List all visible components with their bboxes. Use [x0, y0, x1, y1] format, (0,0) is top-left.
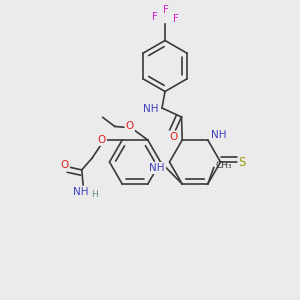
Text: NH: NH	[211, 130, 227, 140]
Text: O: O	[169, 131, 177, 142]
Text: NH: NH	[73, 187, 88, 197]
Text: O: O	[98, 135, 106, 145]
Text: CH₃: CH₃	[215, 161, 232, 170]
Text: NH: NH	[143, 104, 159, 115]
Text: F: F	[152, 11, 158, 22]
Text: O: O	[61, 160, 69, 170]
Text: S: S	[239, 155, 246, 169]
Text: O: O	[126, 122, 134, 131]
Text: F: F	[172, 14, 178, 24]
Text: F: F	[163, 4, 169, 15]
Text: H: H	[91, 190, 98, 199]
Text: NH: NH	[149, 163, 165, 173]
